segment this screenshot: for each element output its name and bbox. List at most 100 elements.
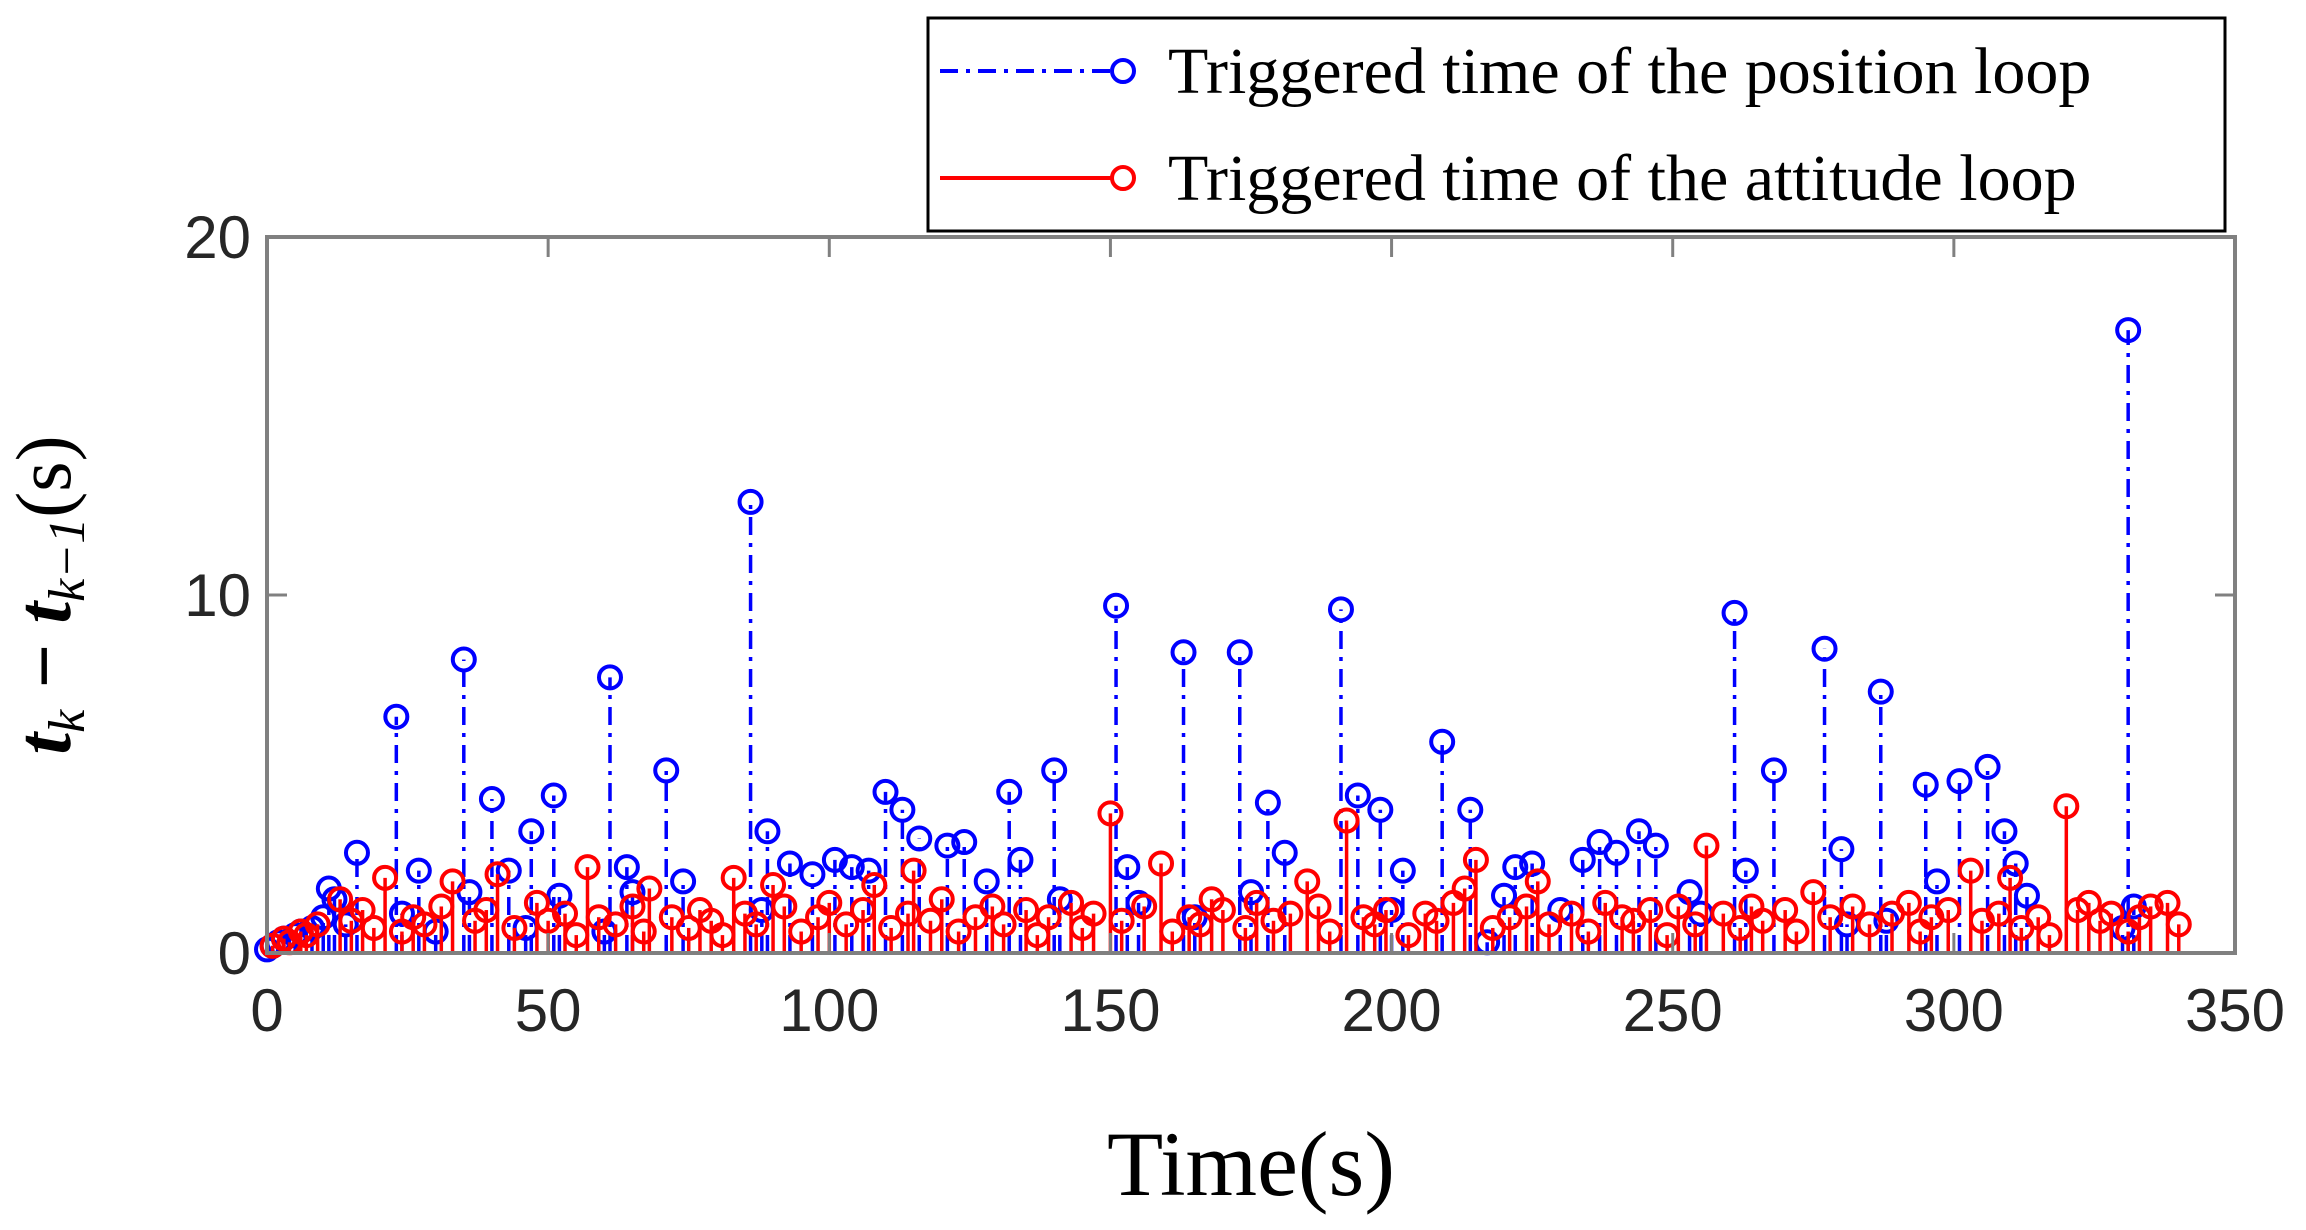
- stem-marker: [2137, 893, 2164, 920]
- stem-marker: [1159, 918, 1186, 945]
- stem-marker: [1867, 678, 1894, 705]
- legend-label: Triggered time of the position loop: [1168, 35, 2091, 108]
- stem-marker: [2154, 889, 2181, 916]
- stem-marker: [855, 857, 882, 884]
- stem-marker: [1058, 889, 1085, 916]
- stem-marker: [1637, 897, 1664, 924]
- legend-swatch-marker: [1110, 58, 1136, 84]
- stem-marker: [1277, 900, 1304, 927]
- stem-marker: [630, 918, 657, 945]
- stem-marker: [1732, 857, 1759, 884]
- stem-marker: [945, 918, 972, 945]
- y-label-unit: (s): [0, 435, 87, 517]
- stem-marker: [1372, 897, 1399, 924]
- y-label-subscript: k: [39, 709, 96, 733]
- stem-marker: [343, 839, 370, 866]
- y-label-part: − t: [0, 600, 87, 710]
- stem-marker: [973, 868, 1000, 895]
- stem-marker: [388, 900, 415, 927]
- stem-marker: [1502, 854, 1529, 881]
- stem-marker: [1097, 800, 1124, 827]
- stem-marker: [1271, 839, 1298, 866]
- stem-marker: [574, 854, 601, 881]
- stem-marker: [405, 857, 432, 884]
- stem-marker: [928, 886, 955, 913]
- stem-marker: [653, 757, 680, 784]
- stem-marker: [1519, 850, 1546, 877]
- stem-marker: [889, 796, 916, 823]
- stem-marker: [1344, 782, 1371, 809]
- stem-marker: [1710, 900, 1737, 927]
- stem-marker: [1625, 818, 1652, 845]
- stem-marker: [1974, 753, 2001, 780]
- stem-marker: [636, 875, 663, 902]
- stem-marker: [2098, 900, 2125, 927]
- stem-marker: [327, 886, 354, 913]
- stem-marker: [2002, 850, 2029, 877]
- stem-marker: [1828, 836, 1855, 863]
- x-tick-label: 200: [1342, 977, 1442, 1044]
- x-tick-label: 0: [250, 977, 283, 1044]
- stem-marker: [1457, 796, 1484, 823]
- stem-marker: [552, 900, 579, 927]
- stem-marker: [833, 911, 860, 938]
- stem-marker: [906, 825, 933, 852]
- stem-marker: [2075, 889, 2102, 916]
- stem-marker: [895, 900, 922, 927]
- stem-marker: [613, 854, 640, 881]
- stem-marker: [349, 897, 376, 924]
- stem-marker: [1665, 893, 1692, 920]
- stem-marker: [2053, 793, 2080, 820]
- stem-marker: [1592, 889, 1619, 916]
- stem-marker: [1575, 918, 1602, 945]
- stem-marker: [1839, 893, 1866, 920]
- stem-marker: [861, 871, 888, 898]
- stem-marker: [1226, 639, 1253, 666]
- stem-marker: [310, 904, 337, 931]
- stem-marker: [1367, 796, 1394, 823]
- stem-marker: [951, 829, 978, 856]
- stem-marker: [900, 857, 927, 884]
- y-axis-label: tk − tk−1(s): [0, 435, 96, 754]
- stem-marker: [788, 918, 815, 945]
- x-tick-label: 250: [1623, 977, 1723, 1044]
- stem-marker: [1423, 907, 1450, 934]
- y-tick-label: 10: [184, 562, 251, 629]
- stem-marker: [546, 882, 573, 909]
- stem-marker: [754, 818, 781, 845]
- stem-marker: [816, 889, 843, 916]
- stem-marker: [2025, 904, 2052, 931]
- legend-box: [926, 16, 2227, 233]
- x-axis-label: Time(s): [1107, 1113, 1395, 1215]
- stem-marker: [518, 818, 545, 845]
- stem-marker: [540, 782, 567, 809]
- stem-marker: [596, 664, 623, 691]
- y-tick-label: 20: [184, 204, 251, 271]
- stem-marker: [1114, 854, 1141, 881]
- stem-marker: [1035, 904, 1062, 931]
- stem-marker: [799, 861, 826, 888]
- y-tick-label: 0: [218, 920, 251, 987]
- stem-marker: [1429, 728, 1456, 755]
- stem-marker: [1462, 846, 1489, 873]
- stem-marker: [771, 893, 798, 920]
- stem-marker: [439, 868, 466, 895]
- stem-marker: [1856, 911, 1883, 938]
- stem-marker: [2013, 882, 2040, 909]
- stem-marker: [1760, 757, 1787, 784]
- stem-marker: [1254, 789, 1281, 816]
- stem-marker: [743, 911, 770, 938]
- stem-marker: [1536, 911, 1563, 938]
- stem-marker: [1811, 635, 1838, 662]
- stem-marker: [1389, 857, 1416, 884]
- y-label-subscript: k−1: [39, 518, 96, 602]
- stem-marker: [1524, 868, 1551, 895]
- stem-marker: [1957, 857, 1984, 884]
- stem-marker: [990, 911, 1017, 938]
- legend-label: Triggered time of the attitude loop: [1168, 142, 2077, 215]
- stem-marker: [1209, 897, 1236, 924]
- stem-marker: [1131, 893, 1158, 920]
- stem-marker: [619, 893, 646, 920]
- legend-swatch-marker: [1110, 165, 1136, 191]
